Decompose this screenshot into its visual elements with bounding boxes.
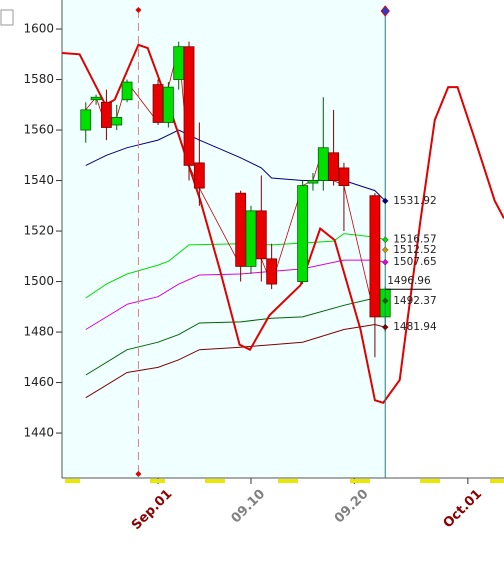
end-marker (381, 297, 389, 305)
value-label: 1531.92 (393, 195, 436, 207)
value-label: 1481.94 (393, 321, 437, 333)
ma-line (85, 297, 386, 376)
candle-body (369, 195, 381, 318)
axis-marker (278, 479, 298, 483)
candle-body (162, 86, 174, 123)
plot-background (62, 0, 386, 478)
axis-marker (490, 479, 504, 483)
y-tick-label: 1520 (23, 224, 54, 238)
candle-body (307, 180, 319, 184)
cursor-marker (380, 5, 390, 17)
end-marker (381, 323, 389, 331)
candle-body (245, 210, 257, 267)
candle-body (297, 185, 309, 282)
candle-body (266, 258, 278, 285)
peak-marker (135, 7, 142, 13)
y-tick-label: 1440 (23, 426, 54, 440)
candle-body (90, 96, 102, 101)
y-tick-label: 1560 (23, 123, 54, 137)
candle-body (183, 46, 195, 166)
axis-marker (150, 479, 165, 483)
y-tick-label: 1500 (23, 274, 54, 288)
value-label: 1512.52 (393, 244, 436, 256)
candle-body (121, 81, 133, 101)
end-marker (381, 258, 389, 266)
peak-marker (135, 471, 142, 477)
end-marker (381, 236, 389, 244)
axis-marker (350, 479, 370, 483)
value-label: 1507.65 (393, 256, 436, 268)
candle-body (255, 210, 267, 260)
candle-body (338, 167, 350, 186)
ma-line (85, 233, 386, 299)
value-label: 1516.57 (393, 234, 436, 246)
axis-marker (65, 479, 80, 483)
cycle-line (61, 43, 504, 404)
axis-marker (205, 479, 225, 483)
window-box (0, 9, 14, 26)
plot-layer: 144014601480150015201540156015801600Sep.… (23, 0, 504, 533)
end-marker (381, 246, 389, 254)
candle-body (80, 109, 92, 131)
value-label: 1492.37 (393, 295, 436, 307)
y-tick-label: 1480 (23, 325, 54, 339)
candle-body (152, 84, 164, 123)
axis-marker (420, 479, 440, 483)
future-background (385, 0, 504, 478)
y-tick-label: 1540 (23, 173, 54, 187)
y-tick-label: 1580 (23, 72, 54, 86)
candle-body (111, 117, 123, 126)
candle-body (317, 147, 329, 181)
y-tick-label: 1600 (23, 22, 54, 36)
candle-body (101, 101, 112, 128)
candle-body (173, 46, 185, 80)
end-marker (381, 197, 389, 205)
candle-body (235, 192, 247, 267)
candle-body (328, 152, 340, 181)
y-tick-label: 1460 (23, 375, 54, 389)
candle-body (193, 162, 205, 189)
ma-line (85, 323, 386, 399)
price-label: 1496.96 (387, 275, 431, 287)
